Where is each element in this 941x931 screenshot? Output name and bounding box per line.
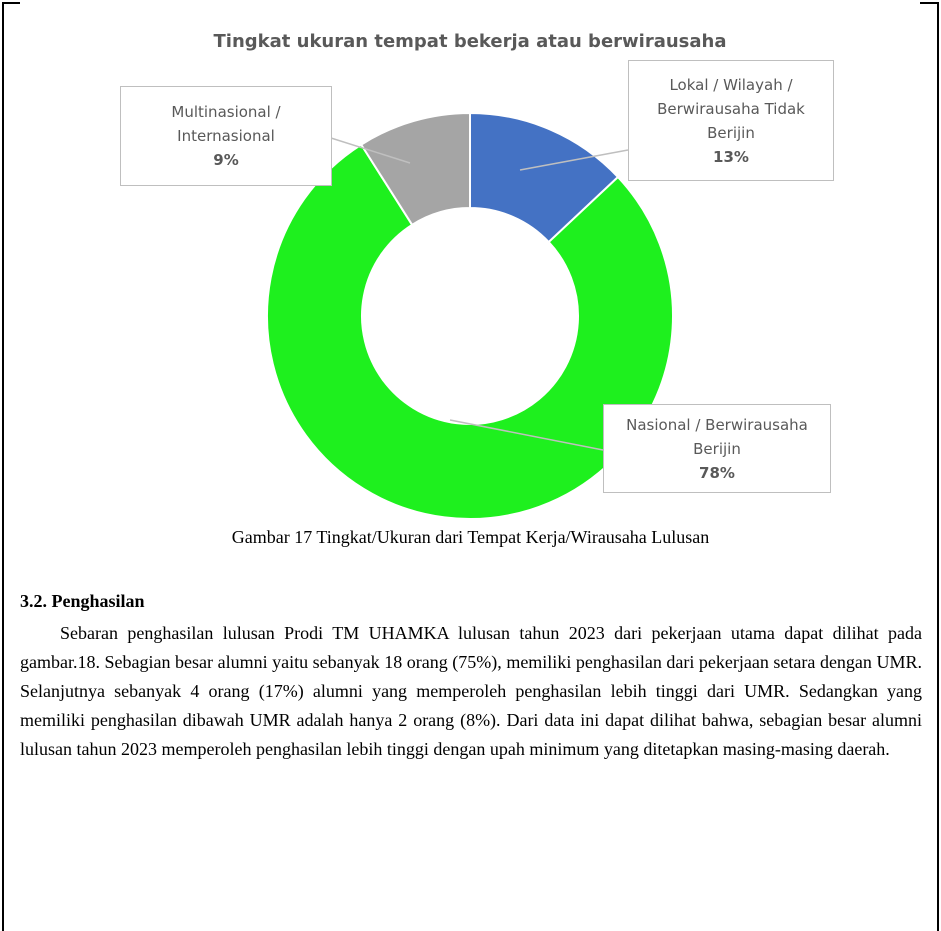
frame-top-left [2,2,20,4]
category-label: Nasional / Berwirausaha Berijin [626,415,808,458]
paragraph: Sebaran penghasilan lulusan Prodi TM UHA… [20,623,922,759]
data-callout: Multinasional / Internasional 9% [120,86,332,186]
chart: Tingkat ukuran tempat bekerja atau berwi… [214,31,727,520]
frame-top-right [920,2,938,4]
data-callout: Lokal / Wilayah / Berwirausaha Tidak Ber… [628,60,834,181]
frame-left [2,2,4,931]
leader-line [519,149,629,171]
figure-caption: Gambar 17 Tingkat/Ukuran dari Tempat Ker… [231,527,710,547]
value-label: 78% [699,463,735,482]
leader-line [330,137,411,164]
frame-right [937,2,939,931]
value-label: 9% [213,151,239,169]
donut-slice [359,111,471,227]
category-label: Multinasional / Internasional [171,103,281,145]
chart-title: Tingkat ukuran tempat bekerja atau berwi… [214,31,727,52]
category-label: Lokal / Wilayah / Berwirausaha Tidak Ber… [657,75,805,142]
data-callout: Nasional / Berwirausaha Berijin 78% [603,404,831,493]
section-heading: 3.2. Penghasilan [20,591,145,611]
leader-line [449,419,604,451]
value-label: 13% [713,147,749,166]
